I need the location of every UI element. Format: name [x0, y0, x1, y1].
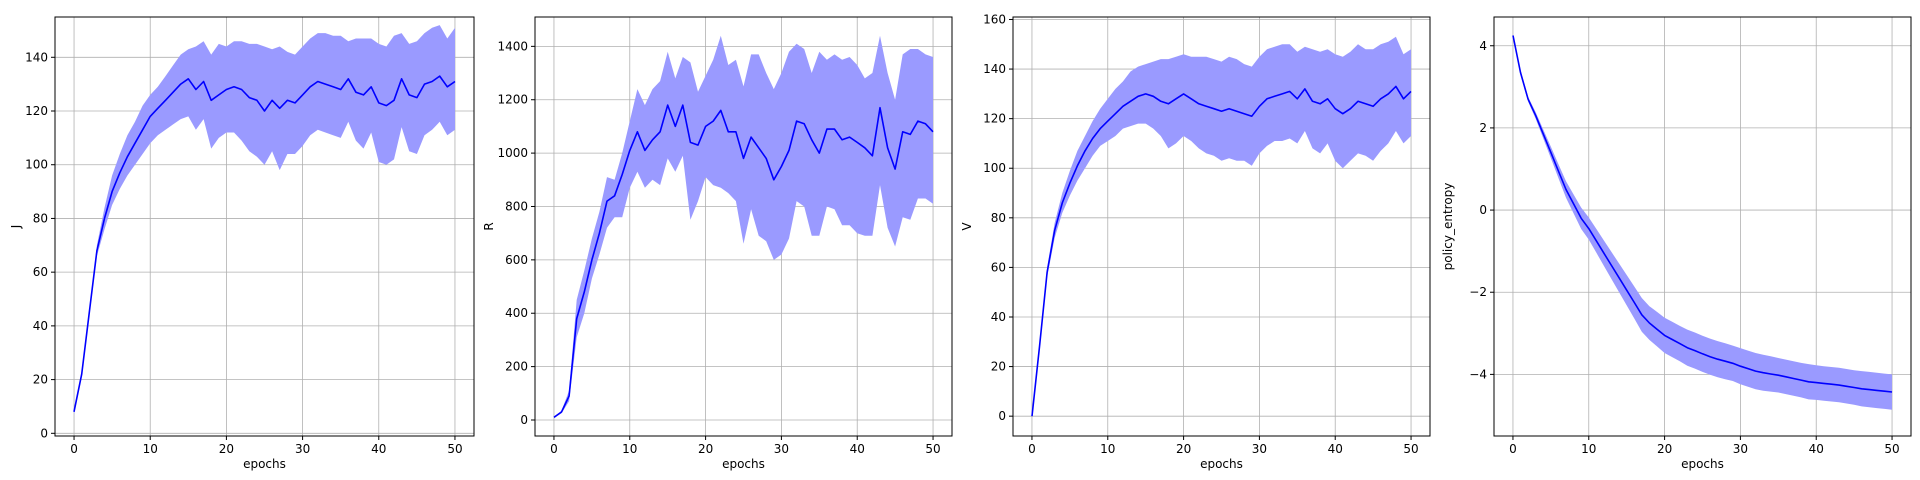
y-axis-label: V [960, 222, 974, 231]
x-tick-label: 10 [1100, 442, 1115, 456]
chart-panel-2: 0 10 20 30 40 50 0 20 40 60 80 100 120 140 160 epochs V [960, 12, 1431, 471]
y-tick-label: 20 [991, 360, 1006, 374]
confidence-band-0 [1032, 36, 1411, 417]
mean-line-0 [73, 75, 456, 412]
x-tick-label: 0 [1028, 442, 1036, 456]
y-tick-label: 0 [998, 409, 1006, 423]
y-tick-label: 40 [33, 319, 48, 333]
y-tick-label: 140 [25, 50, 48, 64]
x-tick-label: 30 [774, 442, 789, 456]
y-tick-label: 600 [505, 253, 528, 267]
y-tick-label: 40 [991, 310, 1006, 324]
x-tick-label: 30 [295, 442, 310, 456]
y-axis-label: R [482, 222, 496, 230]
y-tick-label: 80 [991, 211, 1006, 225]
y-axis-label: J [9, 225, 23, 230]
confidence-band-0 [554, 35, 933, 418]
x-tick-label: 20 [1176, 442, 1191, 456]
y-tick-label: 20 [33, 373, 48, 387]
x-tick-label: 0 [1509, 442, 1517, 456]
y-tick-label: 800 [505, 199, 528, 213]
x-tick-label: 40 [850, 442, 865, 456]
x-axis-label: epochs [1681, 457, 1724, 471]
chart-panel-1: 0 10 20 30 40 50 0 200 400 600 800 1000 1200 1400 epoc… [482, 16, 953, 471]
y-tick-label: 160 [983, 12, 1006, 26]
axes-frame [1493, 16, 1912, 437]
y-tick-label: 60 [991, 260, 1006, 274]
x-tick-label: 50 [1403, 442, 1418, 456]
y-tick-label: −2 [1469, 285, 1487, 299]
y-tick-label: 80 [33, 211, 48, 225]
y-tick-label: 100 [983, 161, 1006, 175]
x-tick-label: 30 [1733, 442, 1748, 456]
y-tick-label: 1200 [497, 93, 528, 107]
chart-panel-0: 0 10 20 30 40 50 0 20 40 60 80 100 120 140 epochs J [9, 16, 475, 471]
confidence-band-0 [1513, 34, 1892, 410]
x-tick-label: 0 [70, 442, 78, 456]
x-tick-label: 0 [550, 442, 558, 456]
y-tick-label: 0 [40, 426, 48, 440]
x-axis-label: epochs [1200, 457, 1243, 471]
y-tick-label: 140 [983, 62, 1006, 76]
y-tick-label: 200 [505, 360, 528, 374]
y-tick-label: 0 [1479, 203, 1487, 217]
y-tick-label: 1000 [497, 146, 528, 160]
x-tick-label: 20 [1657, 442, 1672, 456]
confidence-band-0 [74, 25, 455, 415]
y-tick-label: 60 [33, 265, 48, 279]
y-tick-label: −4 [1469, 367, 1487, 381]
y-tick-label: 100 [25, 158, 48, 172]
y-tick-label: 120 [25, 104, 48, 118]
y-tick-label: 1400 [497, 39, 528, 53]
x-tick-label: 40 [1328, 442, 1343, 456]
x-tick-label: 10 [1581, 442, 1596, 456]
y-tick-label: 0 [520, 413, 528, 427]
x-tick-label: 10 [143, 442, 158, 456]
y-tick-label: 400 [505, 306, 528, 320]
axes-frame [534, 16, 953, 437]
axes-frame [1012, 16, 1431, 437]
axes-frame [54, 16, 475, 437]
x-tick-label: 20 [698, 442, 713, 456]
x-tick-label: 50 [925, 442, 940, 456]
y-tick-label: 2 [1479, 121, 1487, 135]
mean-line-0 [553, 104, 934, 418]
mean-line-0 [1512, 35, 1893, 393]
x-axis-label: epochs [722, 457, 765, 471]
chart-panel-3: 0 10 20 30 40 50 −4 −2 0 2 4 epochs policy_entropy [1441, 16, 1912, 471]
y-axis-label: policy_entropy [1441, 183, 1455, 271]
x-tick-label: 40 [1809, 442, 1824, 456]
y-tick-label: 120 [983, 112, 1006, 126]
x-tick-label: 50 [1884, 442, 1899, 456]
x-tick-label: 20 [219, 442, 234, 456]
x-tick-label: 10 [622, 442, 637, 456]
y-tick-label: 4 [1479, 39, 1487, 53]
x-axis-label: epochs [243, 457, 286, 471]
x-tick-label: 30 [1252, 442, 1267, 456]
x-tick-label: 40 [371, 442, 386, 456]
mean-line-0 [1031, 85, 1412, 417]
x-tick-label: 50 [447, 442, 462, 456]
